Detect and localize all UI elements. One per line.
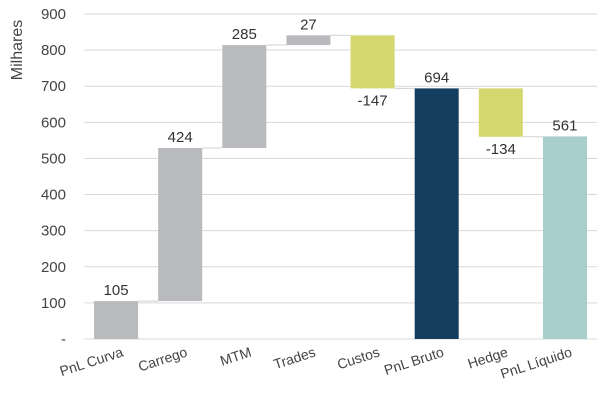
x-tick-label: MTM — [218, 344, 253, 369]
y-tick-label: 600 — [41, 114, 66, 131]
y-tick-label: 100 — [41, 295, 66, 312]
x-tick-label: Trades — [271, 344, 317, 373]
y-tick-label: 800 — [41, 42, 66, 59]
y-tick-label: 900 — [41, 6, 66, 23]
bar-trades — [286, 35, 331, 46]
y-tick-label: 200 — [41, 259, 66, 276]
y-tick-label: 300 — [41, 223, 66, 240]
x-tick-label: Carrego — [136, 344, 189, 375]
x-tick-label: PnL Líquido — [498, 344, 574, 382]
bars — [94, 35, 587, 339]
x-axis-ticks: PnL Curva Carrego MTM Trades Custos PnL Bruto… — [58, 344, 574, 382]
data-label: 694 — [424, 69, 449, 86]
data-label: 105 — [104, 282, 129, 299]
x-tick-label: Custos — [335, 344, 381, 373]
bar-pnl-bruto — [414, 88, 459, 339]
x-tick-label: PnL Bruto — [382, 344, 446, 378]
bar-custos — [350, 35, 395, 89]
y-axis-title: Milhares — [9, 20, 26, 80]
y-tick-label: 700 — [41, 78, 66, 95]
data-label: 285 — [232, 26, 257, 43]
x-tick-label: PnL Curva — [58, 344, 126, 380]
y-tick-label: - — [61, 331, 66, 348]
data-label: 27 — [300, 16, 317, 33]
bar-hedge — [478, 88, 523, 137]
data-labels: 105 424 285 27 -147 694 -134 561 — [104, 16, 578, 299]
bar-pnl-curva — [94, 301, 139, 339]
y-axis-ticks: - 100 200 300 400 500 600 700 800 900 — [41, 6, 66, 348]
data-label: -134 — [486, 141, 516, 158]
y-tick-label: 400 — [41, 187, 66, 204]
bar-carrego — [158, 147, 203, 302]
data-label: 424 — [168, 129, 193, 146]
y-tick-label: 500 — [41, 150, 66, 167]
data-label: 561 — [552, 117, 577, 134]
bar-pnl-líquido — [542, 136, 587, 339]
connectors — [138, 34, 543, 302]
bar-mtm — [222, 45, 267, 148]
data-label: -147 — [358, 92, 388, 109]
